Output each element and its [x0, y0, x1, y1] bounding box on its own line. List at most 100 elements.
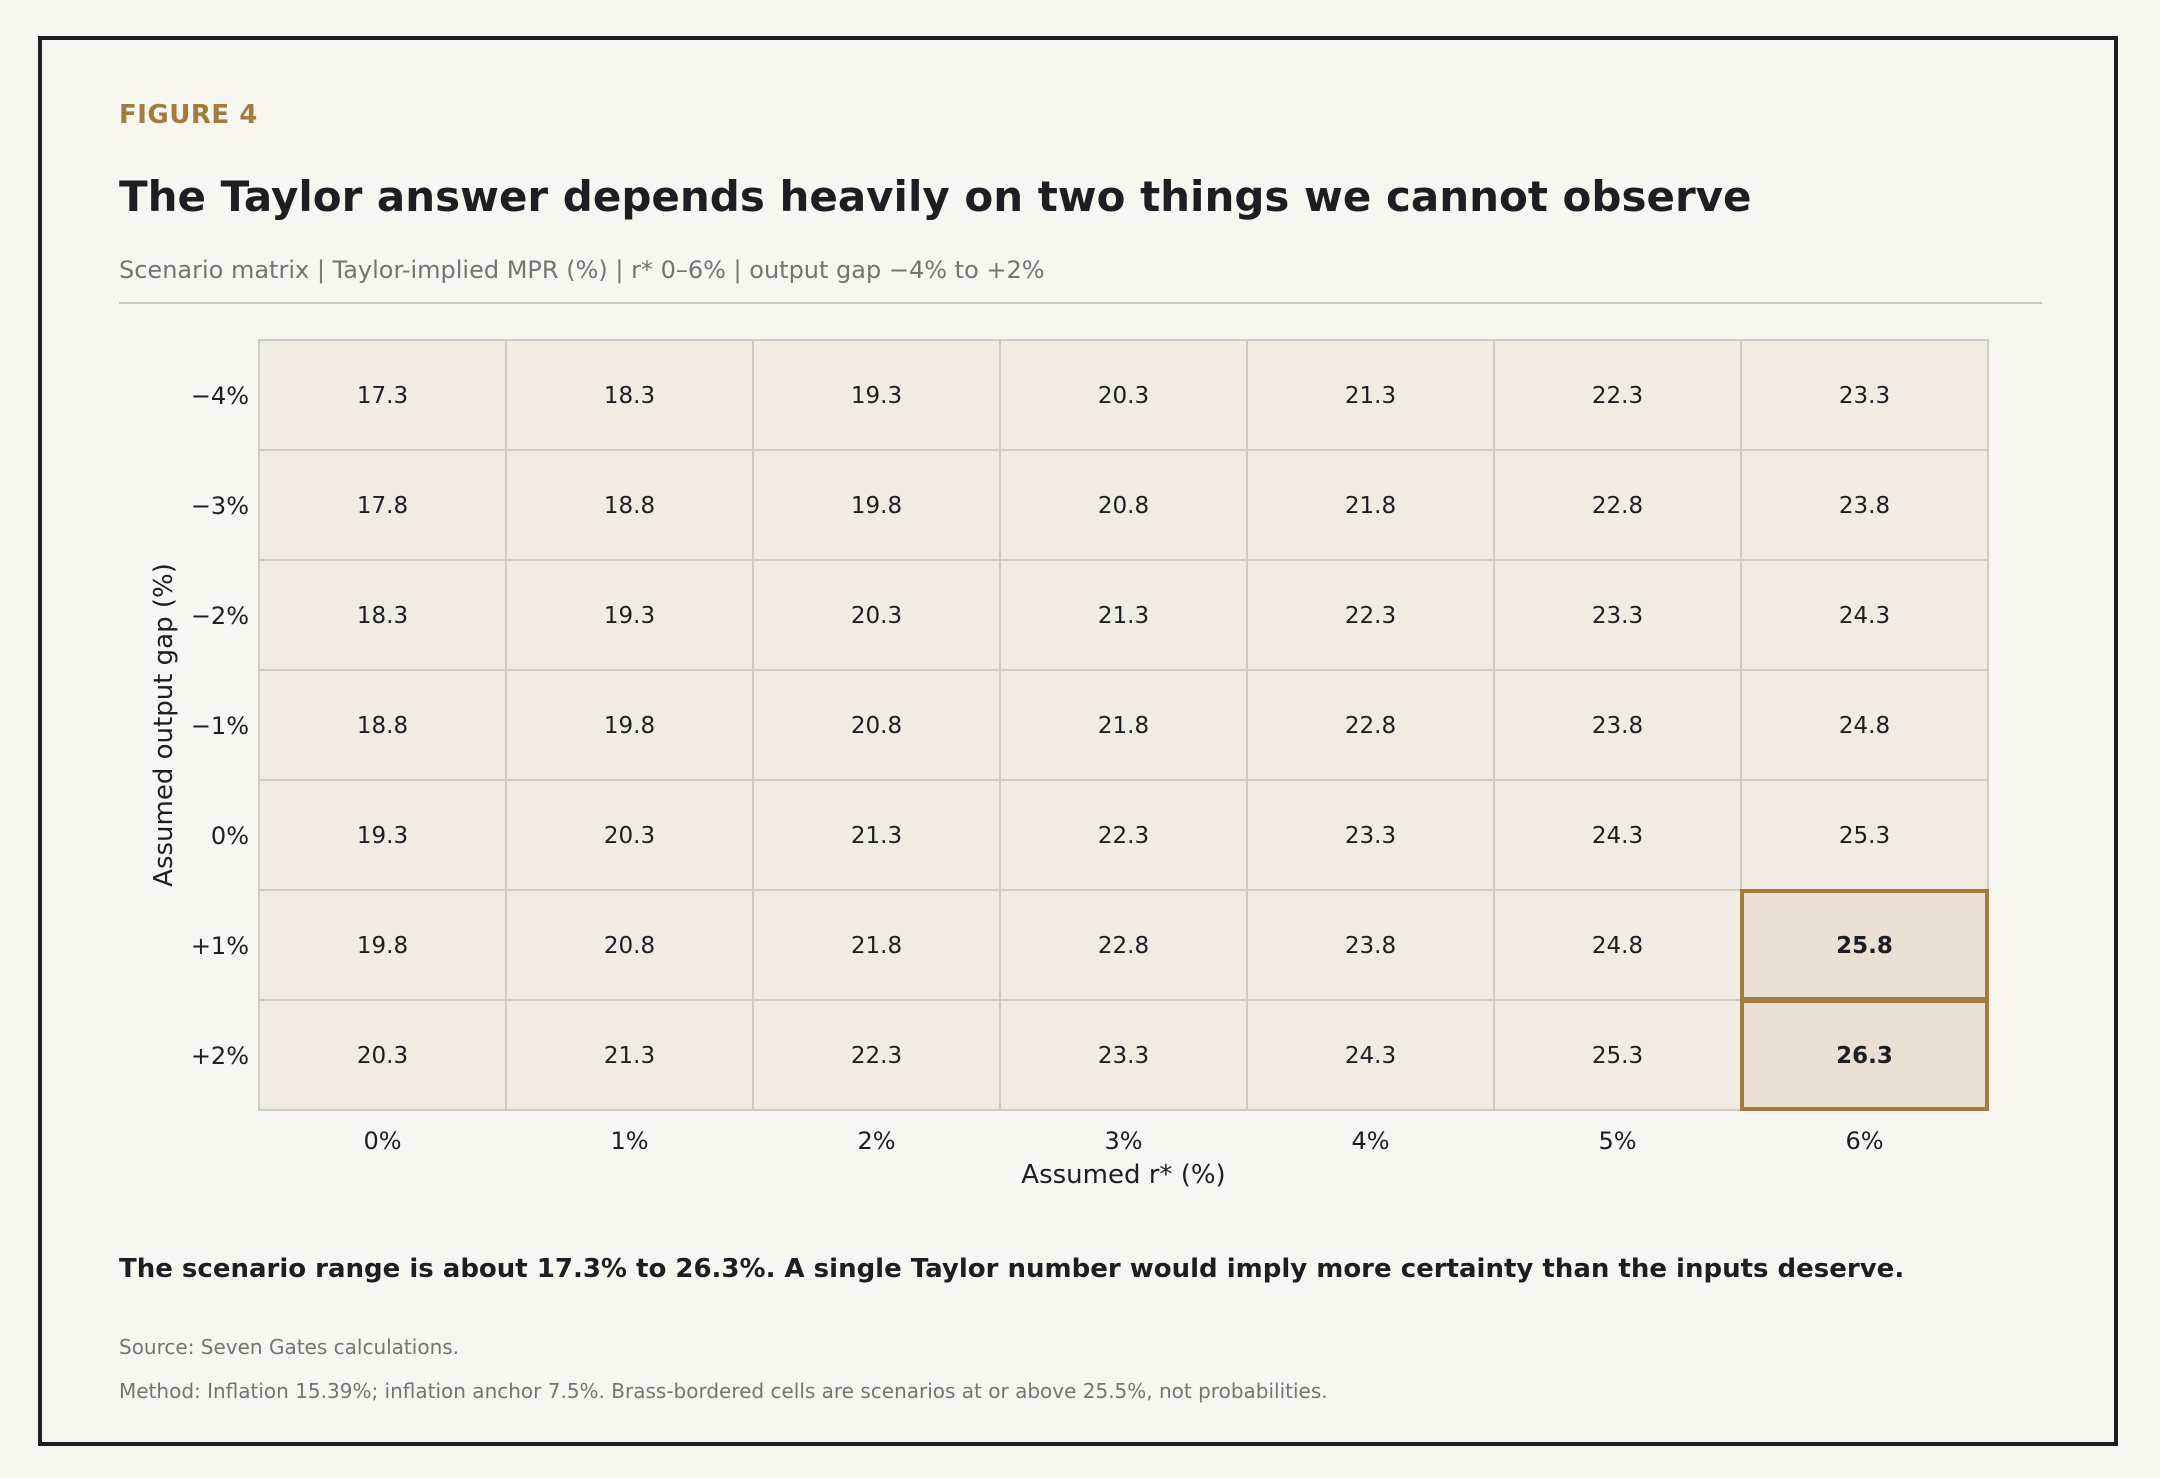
heatmap-cell	[1493, 999, 1742, 1111]
x-tick-label: 6%	[1845, 1127, 1883, 1155]
cell-value: 23.3	[1592, 603, 1643, 629]
cell-value: 25.3	[1592, 1043, 1643, 1069]
heatmap-cell	[1246, 339, 1495, 451]
cell-value: 24.8	[1839, 713, 1890, 739]
heatmap-cell	[1246, 889, 1495, 1001]
y-tick-label: −3%	[191, 492, 249, 520]
heatmap-cell	[258, 779, 507, 891]
y-tick-label: −1%	[191, 712, 249, 740]
figure-frame	[38, 36, 2118, 1446]
cell-value: 21.8	[1098, 713, 1149, 739]
cell-value: 25.3	[1839, 823, 1890, 849]
cell-value: 19.8	[851, 493, 902, 519]
heatmap-cell	[999, 999, 1248, 1111]
cell-value: 22.8	[1592, 493, 1643, 519]
cell-value: 20.8	[1098, 493, 1149, 519]
source-note: Source: Seven Gates calculations.	[119, 1335, 460, 1359]
heatmap-cell	[1246, 559, 1495, 671]
heatmap-cell	[752, 669, 1001, 781]
y-tick-label: −4%	[191, 382, 249, 410]
heatmap-cell	[258, 999, 507, 1111]
heatmap-cell	[258, 449, 507, 561]
cell-value: 18.3	[357, 603, 408, 629]
cell-value: 17.3	[357, 383, 408, 409]
cell-value: 18.3	[604, 383, 655, 409]
heatmap-cell	[999, 669, 1248, 781]
cell-value: 24.3	[1592, 823, 1643, 849]
cell-value: 23.8	[1839, 493, 1890, 519]
heatmap-cell	[999, 889, 1248, 1001]
heatmap-cell	[752, 449, 1001, 561]
y-tick-label: +1%	[191, 932, 249, 960]
cell-value: 21.8	[1345, 493, 1396, 519]
cell-value: 17.8	[357, 493, 408, 519]
heatmap-cell	[1740, 559, 1989, 671]
heatmap-cell	[999, 339, 1248, 451]
cell-value: 23.8	[1592, 713, 1643, 739]
x-axis-label: Assumed r* (%)	[1021, 1160, 1225, 1190]
heatmap-cell	[999, 559, 1248, 671]
x-tick-label: 3%	[1104, 1127, 1142, 1155]
cell-value: 23.3	[1098, 1043, 1149, 1069]
cell-value: 21.3	[1345, 383, 1396, 409]
heatmap-cell	[505, 559, 754, 671]
cell-value: 22.3	[1592, 383, 1643, 409]
cell-value: 21.8	[851, 933, 902, 959]
y-axis-label: Assumed output gap (%)	[149, 563, 179, 887]
heatmap-cell	[258, 889, 507, 1001]
heatmap-cell	[258, 669, 507, 781]
cell-value: 19.3	[851, 383, 902, 409]
heatmap-cell	[258, 559, 507, 671]
cell-value: 19.8	[604, 713, 655, 739]
cell-value: 23.3	[1839, 383, 1890, 409]
x-tick-label: 2%	[857, 1127, 895, 1155]
cell-value: 18.8	[604, 493, 655, 519]
cell-value: 18.8	[357, 713, 408, 739]
cell-value: 22.8	[1098, 933, 1149, 959]
heatmap-cell	[505, 999, 754, 1111]
x-tick-label: 0%	[363, 1127, 401, 1155]
chart-subtitle: Scenario matrix | Taylor-implied MPR (%)…	[119, 256, 1045, 284]
cell-value: 24.8	[1592, 933, 1643, 959]
heatmap-cell	[999, 449, 1248, 561]
cell-value: 23.8	[1345, 933, 1396, 959]
cell-value: 19.3	[357, 823, 408, 849]
heatmap-cell	[258, 339, 507, 451]
heatmap-cell	[752, 889, 1001, 1001]
cell-value: 22.3	[851, 1043, 902, 1069]
figure-label: FIGURE 4	[119, 100, 258, 130]
heatmap-cell	[1493, 559, 1742, 671]
cell-value: 20.3	[1098, 383, 1149, 409]
heatmap-cell	[505, 449, 754, 561]
title-divider	[119, 302, 2042, 304]
cell-value: 20.8	[851, 713, 902, 739]
method-note: Method: Inflation 15.39%; inflation anch…	[119, 1379, 1328, 1403]
cell-value: 20.3	[604, 823, 655, 849]
heatmap-cell	[752, 779, 1001, 891]
heatmap-cell	[1740, 889, 1989, 1001]
takeaway-text: The scenario range is about 17.3% to 26.…	[119, 1254, 1905, 1284]
y-tick-label: 0%	[211, 822, 249, 850]
x-tick-label: 4%	[1351, 1127, 1389, 1155]
cell-value: 21.3	[1098, 603, 1149, 629]
cell-value: 21.3	[604, 1043, 655, 1069]
heatmap-cell	[1493, 449, 1742, 561]
heatmap-cell	[1246, 779, 1495, 891]
cell-value: 24.3	[1839, 603, 1890, 629]
heatmap-cell	[1740, 999, 1989, 1111]
x-tick-label: 1%	[610, 1127, 648, 1155]
heatmap-cell	[1740, 669, 1989, 781]
cell-value: 20.3	[357, 1043, 408, 1069]
y-tick-label: −2%	[191, 602, 249, 630]
x-tick-label: 5%	[1598, 1127, 1636, 1155]
cell-value: 20.8	[604, 933, 655, 959]
cell-value: 20.3	[851, 603, 902, 629]
cell-value: 24.3	[1345, 1043, 1396, 1069]
cell-value: 22.3	[1098, 823, 1149, 849]
cell-value: 19.8	[357, 933, 408, 959]
heatmap-cell	[1493, 779, 1742, 891]
cell-value: 19.3	[604, 603, 655, 629]
heatmap-cell	[1246, 449, 1495, 561]
heatmap-cell	[1740, 779, 1989, 891]
scenario-heatmap: 17.3 18.3 19.3 20.3 21.3 22.3 23.3 17.8 18.8 19.8…	[149, 339, 1989, 1190]
